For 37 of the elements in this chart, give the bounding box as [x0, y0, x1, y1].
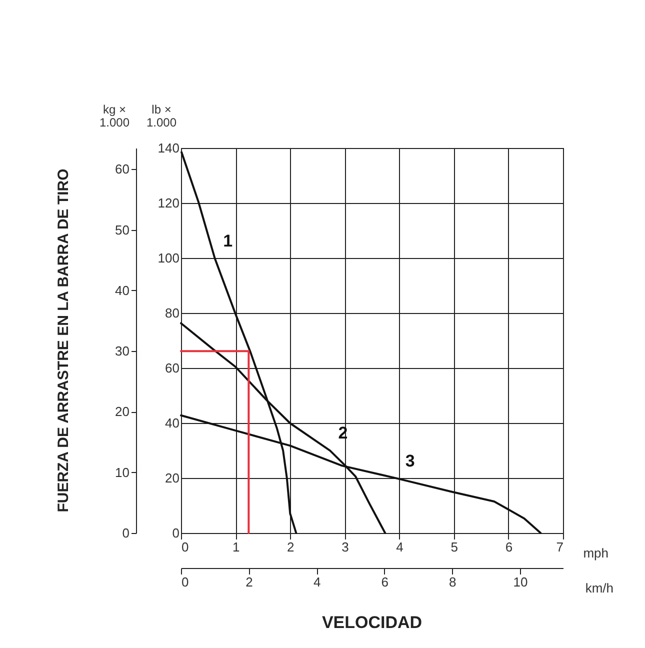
- y2-tick-label: 100: [158, 250, 180, 266]
- x2-tick-label: 8: [449, 574, 456, 590]
- y2-tick-label: 120: [158, 196, 180, 210]
- y2-tick-label: 0: [172, 526, 180, 540]
- y-tick-label: 0: [122, 526, 130, 540]
- x2-tick-label: 4: [313, 574, 321, 590]
- y-tick-label: 30: [115, 344, 130, 359]
- text: kg × 1.000: [99, 102, 130, 130]
- x-axis-title: VELOCIDAD: [322, 613, 422, 632]
- x-tick-label: 7: [556, 540, 564, 554]
- x2-tick-label: 10: [513, 574, 528, 590]
- y-tick-label: 50: [115, 222, 130, 238]
- text: km/h: [585, 580, 614, 596]
- x2-tick-label: 6: [381, 574, 388, 590]
- annotation: 3: [405, 451, 415, 470]
- x-tick-label: 3: [342, 540, 349, 554]
- y2-tick-label: 20: [165, 470, 180, 486]
- text: mph: [583, 546, 608, 560]
- y2-tick-label: 40: [165, 416, 180, 430]
- x-tick-label: 2: [287, 540, 294, 554]
- y-tick-label: 20: [115, 404, 130, 420]
- y-tick-label: 10: [115, 464, 130, 480]
- x2-tick-label: 0: [182, 574, 189, 590]
- annotation: 1: [223, 231, 233, 250]
- y2-tick-label: 140: [158, 140, 180, 156]
- y-tick-label: 40: [115, 282, 130, 298]
- y2-tick-label: 80: [165, 306, 180, 320]
- x-tick-label: 5: [450, 540, 458, 554]
- x-tick-label: 0: [182, 540, 189, 554]
- y-axis-title: FUERZA DE ARRASTRE EN LA BARRA DE TIRO: [55, 168, 72, 512]
- y2-tick-label: 60: [165, 360, 180, 376]
- x-tick-label: 4: [396, 540, 404, 554]
- y-tick-label: 60: [115, 162, 130, 177]
- x-tick-label: 1: [232, 540, 240, 554]
- x2-tick-label: 2: [246, 574, 253, 590]
- x-tick-label: 6: [505, 540, 513, 554]
- text: lb × 1.000: [146, 102, 177, 130]
